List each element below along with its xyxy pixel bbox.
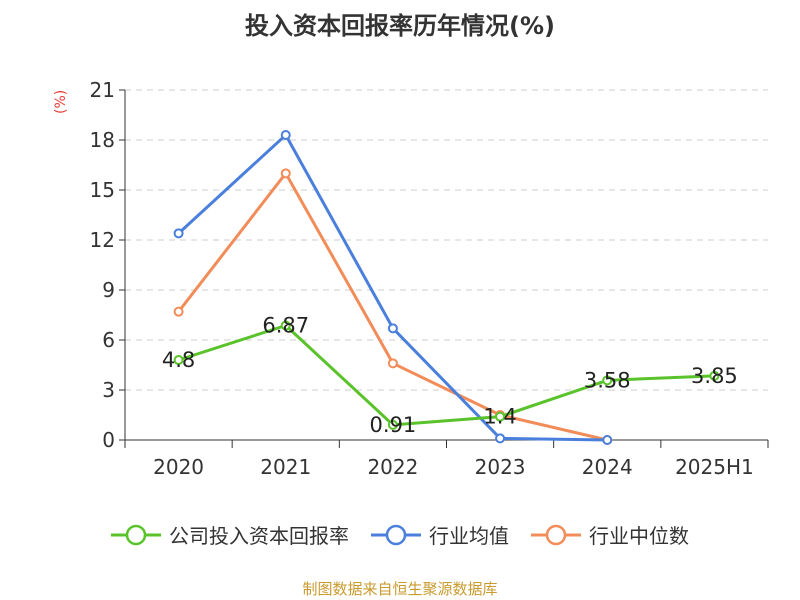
y-tick-label: 0 <box>102 428 115 452</box>
data-label: 0.91 <box>370 413 417 437</box>
legend-marker-icon <box>531 524 581 545</box>
data-point <box>387 358 398 369</box>
y-tick-label: 18 <box>90 128 115 152</box>
data-point <box>602 375 613 386</box>
y-tick-label: 21 <box>90 78 115 102</box>
x-tick-label: 2020 <box>153 455 204 479</box>
y-tick-label: 6 <box>102 328 115 352</box>
legend-marker-icon <box>111 524 161 545</box>
y-tick-label: 9 <box>102 278 115 302</box>
data-point <box>280 130 291 140</box>
legend-label: 公司投入资本回报率 <box>169 524 349 548</box>
legend: 公司投入资本回报率 行业均值 行业中位数 <box>0 520 800 549</box>
source-note: 制图数据来自恒生聚源数据库 <box>302 580 498 598</box>
data-point <box>173 228 184 239</box>
y-tick-label: 15 <box>90 178 115 202</box>
data-point <box>387 323 398 334</box>
x-tick-label: 2021 <box>260 455 311 479</box>
data-labels: 4.8 6.87 0.91 1.4 3.58 3.85 <box>162 314 738 437</box>
data-point <box>387 419 398 430</box>
data-point <box>173 306 184 317</box>
data-label: 3.85 <box>691 364 738 388</box>
data-point <box>709 370 720 381</box>
legend-item[interactable]: 行业均值 <box>371 520 509 549</box>
series-line <box>177 133 608 442</box>
chart-title: 投入资本回报率历年情况(%) <box>245 12 555 40</box>
x-tick-label: 2023 <box>475 455 526 479</box>
x-tick-label: 2024 <box>582 455 633 479</box>
data-label: 6.87 <box>262 314 309 338</box>
data-point <box>495 411 506 422</box>
data-point <box>602 435 613 445</box>
data-label: 1.4 <box>483 405 516 429</box>
data-point <box>280 320 291 331</box>
data-point <box>173 355 184 365</box>
series-line <box>177 171 608 442</box>
legend-marker-circle <box>125 524 147 545</box>
series-lines <box>173 130 720 445</box>
x-tick-label: 2025H1 <box>675 455 754 479</box>
x-tick-label: 2022 <box>367 455 418 479</box>
legend-marker-icon <box>371 524 421 545</box>
y-tick-label: 3 <box>102 378 115 402</box>
legend-marker-circle <box>545 524 567 545</box>
legend-marker-circle <box>385 524 407 545</box>
legend-item[interactable]: 公司投入资本回报率 <box>111 520 349 549</box>
data-point <box>280 168 291 179</box>
y-tick-label: 12 <box>90 228 115 252</box>
legend-item[interactable]: 行业中位数 <box>531 520 689 549</box>
data-label: 3.58 <box>584 368 631 392</box>
data-point <box>495 433 506 444</box>
legend-label: 行业中位数 <box>589 524 689 548</box>
data-label: 4.8 <box>162 348 195 372</box>
legend-label: 行业均值 <box>429 524 509 548</box>
series-line <box>178 324 715 427</box>
axes: 0 3 6 9 12 15 18 21 2020 2021 2022 2023 2024 2025H1 <box>90 78 769 479</box>
